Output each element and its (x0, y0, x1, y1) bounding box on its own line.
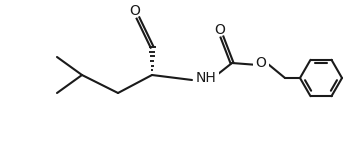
Text: O: O (256, 56, 267, 70)
Text: NH: NH (196, 71, 217, 85)
Text: O: O (215, 23, 225, 37)
Text: O: O (130, 4, 141, 18)
